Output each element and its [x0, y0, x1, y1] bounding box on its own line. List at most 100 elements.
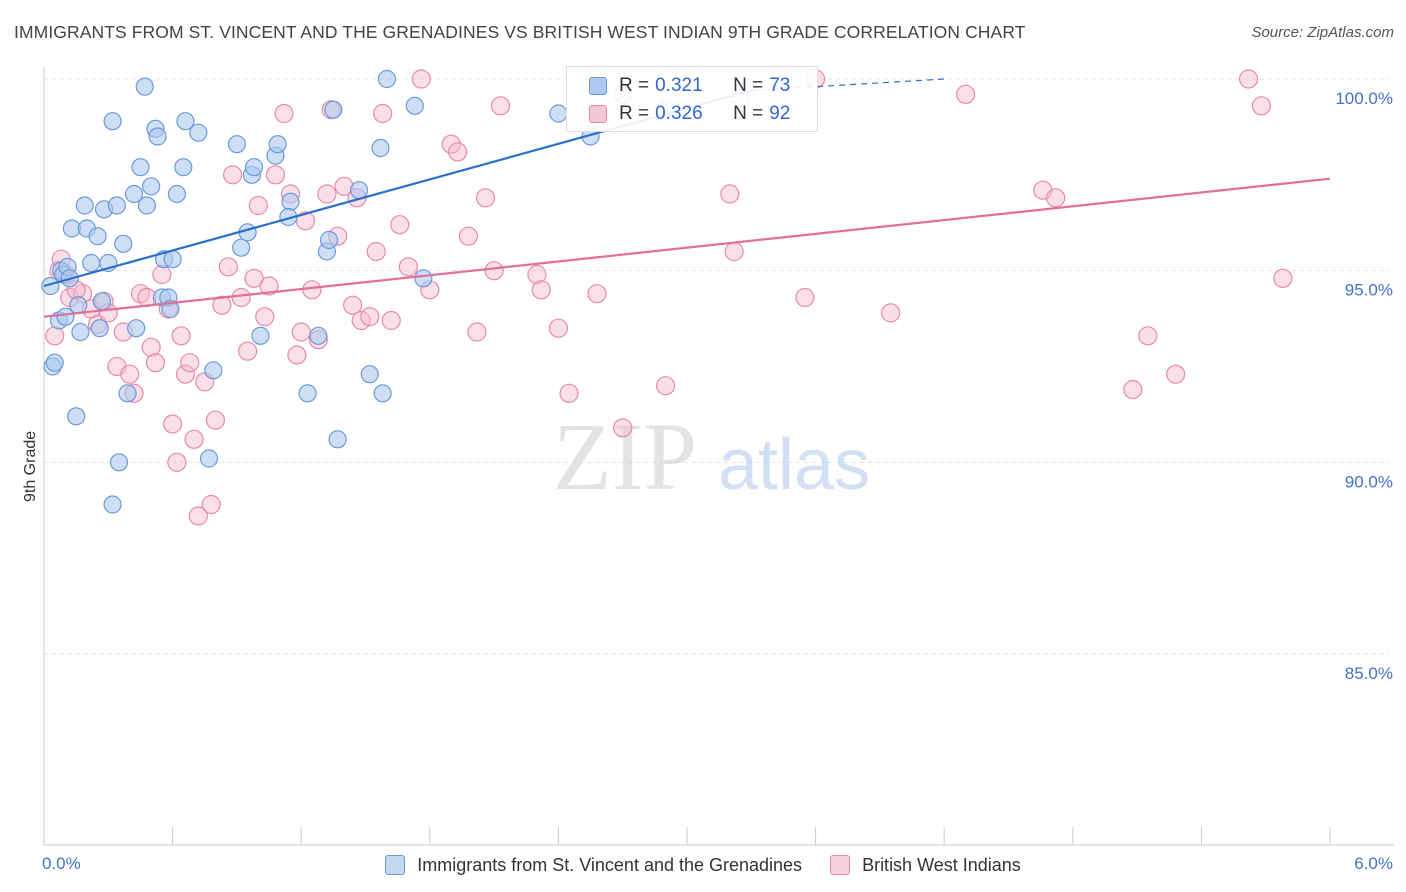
n-label: N = — [733, 75, 764, 96]
data-point-st-vincent — [328, 430, 347, 449]
data-point-british-west-indians — [167, 452, 187, 472]
data-point-st-vincent — [549, 104, 568, 123]
legend-item-british-west-indians[interactable]: British West Indians — [830, 855, 1021, 876]
data-point-british-west-indians — [180, 353, 200, 373]
series-legend: Immigrants from St. Vincent and the Gren… — [0, 851, 1406, 879]
data-point-british-west-indians — [1138, 326, 1158, 346]
data-point-british-west-indians — [205, 410, 226, 430]
data-point-british-west-indians — [291, 322, 311, 342]
data-point-british-west-indians — [484, 261, 504, 281]
data-point-british-west-indians — [411, 69, 431, 89]
series-st-vincent — [41, 69, 675, 514]
data-point-st-vincent — [88, 227, 107, 246]
data-point-st-vincent — [199, 449, 219, 468]
data-point-british-west-indians — [366, 241, 386, 262]
data-point-st-vincent — [298, 384, 317, 403]
data-point-british-west-indians — [390, 215, 410, 235]
watermark-atlas: atlas — [718, 425, 870, 505]
n-value: 73 — [769, 75, 791, 96]
data-point-st-vincent — [124, 184, 144, 204]
data-point-british-west-indians — [171, 326, 191, 346]
watermark-zip: ZIP — [553, 403, 697, 510]
data-point-british-west-indians — [490, 96, 511, 116]
data-point-st-vincent — [107, 196, 126, 215]
data-point-st-vincent — [67, 407, 86, 426]
data-point-british-west-indians — [188, 506, 208, 526]
data-point-st-vincent — [75, 196, 94, 215]
data-point-british-west-indians — [120, 364, 140, 384]
data-point-st-vincent — [109, 453, 129, 472]
data-point-british-west-indians — [152, 264, 172, 285]
data-point-st-vincent — [176, 112, 195, 131]
r-label: R = — [619, 103, 650, 124]
data-point-british-west-indians — [201, 494, 221, 515]
data-point-british-west-indians — [527, 264, 547, 285]
data-point-british-west-indians — [317, 184, 337, 204]
tick-labels: 85.0% 90.0% 95.0% 100.0% 0.0% 6.0% — [42, 89, 1393, 873]
x-tick-label: 6.0% — [1354, 854, 1393, 873]
data-point-st-vincent — [69, 296, 88, 315]
y-tick-label: 90.0% — [1345, 472, 1393, 491]
data-point-st-vincent — [148, 127, 167, 146]
data-point-st-vincent — [167, 184, 186, 204]
data-point-british-west-indians — [587, 284, 607, 304]
data-point-british-west-indians — [956, 84, 976, 104]
data-point-british-west-indians — [467, 322, 487, 342]
data-point-british-west-indians — [559, 383, 579, 403]
data-point-st-vincent — [251, 326, 270, 345]
data-point-british-west-indians — [1166, 364, 1186, 384]
data-point-british-west-indians — [248, 195, 268, 216]
data-point-british-west-indians — [45, 326, 65, 346]
data-point-st-vincent — [45, 353, 64, 372]
data-point-british-west-indians — [398, 257, 418, 277]
data-point-british-west-indians — [1123, 379, 1143, 400]
data-point-british-west-indians — [613, 418, 633, 438]
n-label: N = — [733, 103, 764, 124]
data-point-british-west-indians — [720, 184, 740, 204]
data-point-british-west-indians — [655, 376, 676, 396]
r-value: 0.321 — [655, 75, 703, 96]
data-point-st-vincent — [161, 299, 180, 319]
legend-label: Immigrants from St. Vincent and the Gren… — [417, 854, 803, 875]
data-point-st-vincent — [405, 96, 424, 115]
data-point-st-vincent — [82, 253, 101, 273]
y-tick-label: 95.0% — [1345, 281, 1393, 300]
data-point-british-west-indians — [244, 268, 264, 288]
data-point-st-vincent — [309, 326, 328, 345]
data-point-british-west-indians — [223, 165, 243, 185]
data-point-st-vincent — [174, 158, 193, 177]
data-point-st-vincent — [244, 158, 264, 177]
legend-row-blue: R = 0.321 N = 73 — [589, 73, 790, 99]
axes — [43, 67, 1394, 846]
data-point-st-vincent — [319, 230, 339, 250]
data-point-british-west-indians — [1251, 96, 1272, 116]
data-point-british-west-indians — [548, 318, 569, 338]
data-point-st-vincent — [377, 69, 397, 89]
r-label: R = — [619, 75, 650, 96]
data-point-british-west-indians — [238, 341, 258, 361]
data-point-st-vincent — [281, 192, 300, 211]
data-point-st-vincent — [56, 307, 75, 326]
source-label: Source: ZipAtlas.com — [1251, 24, 1394, 41]
data-point-british-west-indians — [212, 295, 232, 315]
data-point-british-west-indians — [184, 429, 204, 449]
data-point-british-west-indians — [1046, 188, 1066, 208]
data-point-british-west-indians — [381, 310, 401, 331]
data-point-british-west-indians — [724, 241, 744, 262]
data-point-st-vincent — [371, 138, 390, 158]
data-point-british-west-indians — [531, 280, 551, 300]
data-point-st-vincent — [324, 100, 343, 119]
data-point-british-west-indians — [475, 188, 496, 208]
r-value: 0.326 — [655, 103, 703, 124]
data-point-british-west-indians — [302, 280, 322, 300]
legend-swatch-blue — [385, 855, 406, 875]
data-point-british-west-indians — [795, 287, 815, 308]
data-point-british-west-indians — [218, 257, 238, 277]
data-point-st-vincent — [189, 123, 208, 142]
data-point-british-west-indians — [265, 165, 286, 185]
data-point-british-west-indians — [175, 364, 196, 384]
legend-item-st-vincent[interactable]: Immigrants from St. Vincent and the Gren… — [385, 855, 802, 876]
data-point-british-west-indians — [231, 287, 251, 308]
legend-swatch-blue — [589, 77, 607, 95]
